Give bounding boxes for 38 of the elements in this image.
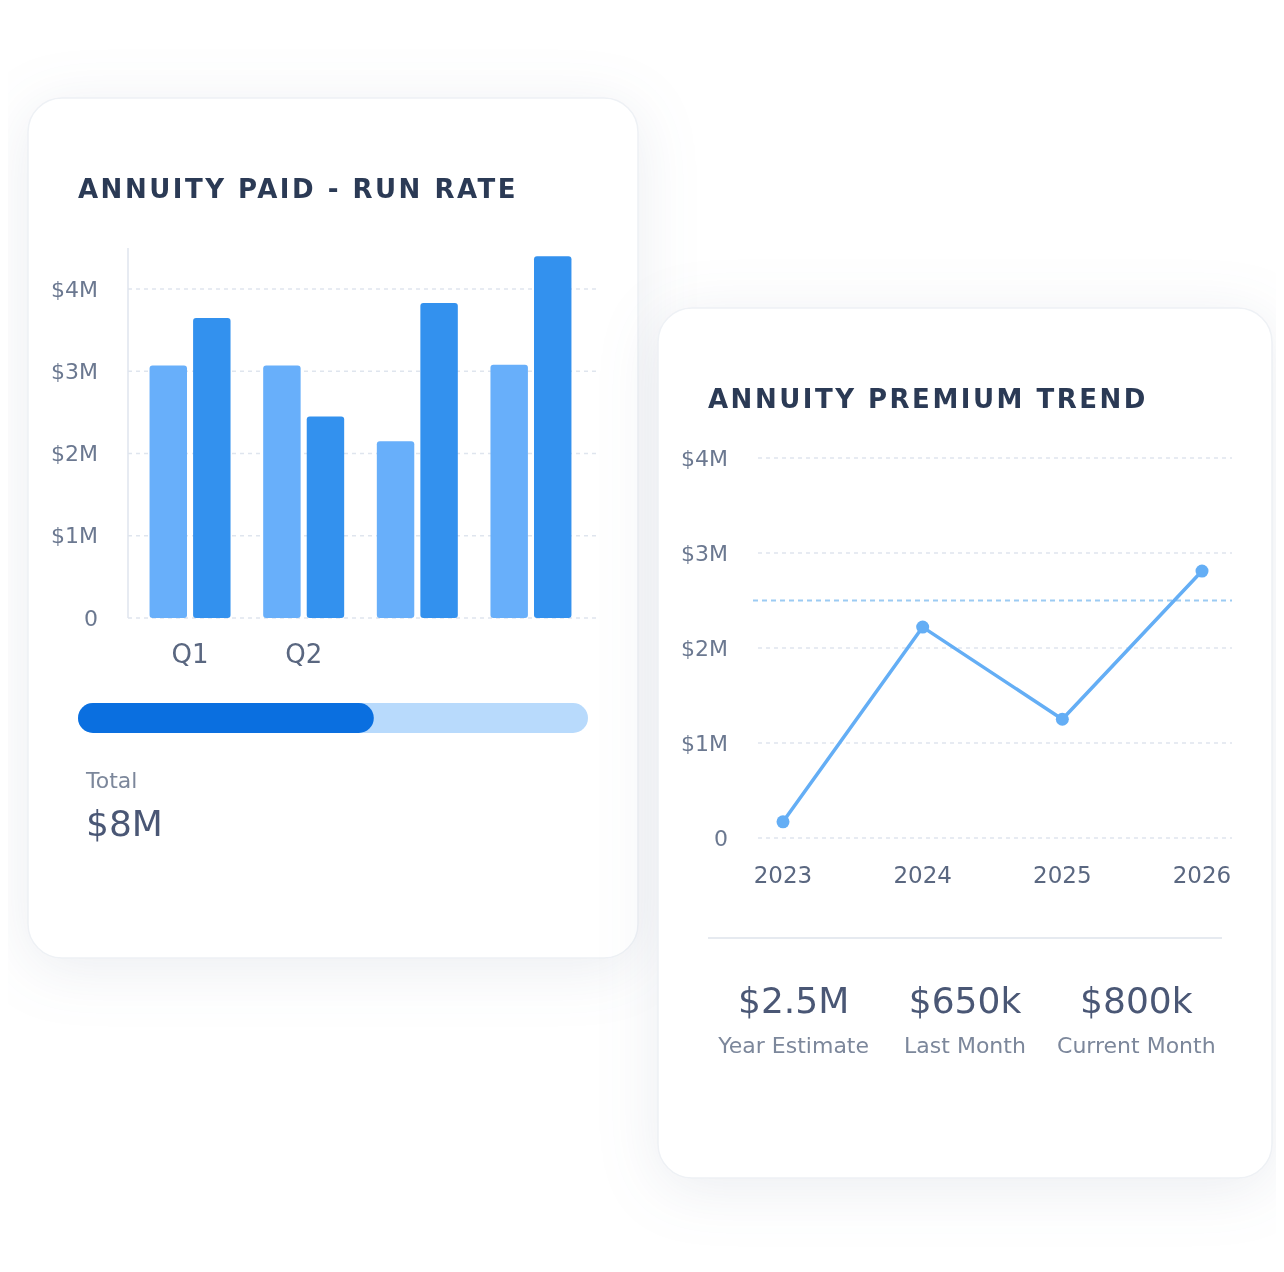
x-tick-label: 2026 [1172,862,1232,888]
point [776,815,790,829]
y-tick-label: $1M [51,523,98,549]
point [1055,712,1069,726]
y-tick-label: $1M [681,730,728,756]
point [916,620,930,634]
y-tick-label: $4M [51,276,98,302]
text: $2.5M [738,980,850,1021]
x-tick-label: Q1 [171,639,209,669]
text: Last Month [904,1033,1026,1058]
x-tick-label: 2025 [1033,862,1092,888]
y-tick-label: $4M [681,445,728,471]
bar [420,303,458,618]
y-tick-label: $3M [681,540,728,566]
y-tick-label: 0 [714,825,728,851]
chart-title: ANNUITY PREMIUM TREND [708,384,1148,414]
bar [490,364,528,618]
bar [263,365,301,618]
bar [306,416,345,618]
text: $800k [1080,980,1193,1021]
bar [376,441,415,618]
text: Total [85,768,138,793]
point [1195,564,1209,578]
y-tick-label: $3M [51,359,98,385]
text: Current Month [1057,1033,1216,1058]
text: $650k [908,980,1022,1021]
text: $8M [86,803,163,844]
bar [193,317,231,618]
x-tick-label: Q2 [285,639,323,669]
x-tick-label: 2023 [753,862,813,888]
chart-title: ANNUITY PAID - RUN RATE [78,174,519,204]
y-tick-label: $2M [681,635,728,661]
y-tick-label: $2M [51,441,98,467]
bar [534,256,572,618]
x-tick-label: 2024 [893,862,952,888]
text: Year Estimate [717,1033,870,1058]
y-tick-label: 0 [84,605,98,631]
bar [149,365,187,618]
